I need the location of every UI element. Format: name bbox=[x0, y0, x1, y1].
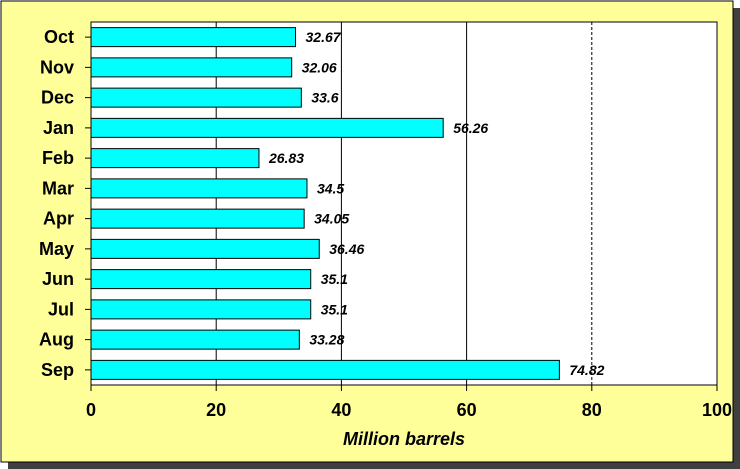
x-tick-label-0: 0 bbox=[86, 400, 96, 420]
value-label-jan: 56.26 bbox=[453, 120, 488, 136]
category-label-feb: Feb bbox=[42, 148, 74, 168]
value-label-oct: 32.67 bbox=[306, 29, 342, 45]
bar-feb bbox=[90, 148, 260, 169]
category-label-jul: Jul bbox=[48, 299, 74, 319]
category-axis: Oct Nov Dec Jan Feb Mar Apr May Jun Jul Aug Sep bbox=[39, 27, 91, 380]
category-label-aug: Aug bbox=[39, 330, 74, 350]
value-label-jul: 35.1 bbox=[321, 301, 348, 317]
x-tick-label-40: 40 bbox=[331, 400, 351, 420]
value-label-dec: 33.6 bbox=[311, 90, 338, 106]
value-label-sep: 74.82 bbox=[569, 362, 604, 378]
category-label-dec: Dec bbox=[41, 88, 74, 108]
bar-jul bbox=[90, 299, 312, 320]
category-label-apr: Apr bbox=[43, 209, 74, 229]
bar-apr bbox=[90, 208, 305, 229]
value-label-aug: 33.28 bbox=[309, 332, 344, 348]
category-label-jan: Jan bbox=[43, 118, 74, 138]
value-label-jun: 35.1 bbox=[321, 271, 348, 287]
x-tick-label-20: 20 bbox=[206, 400, 226, 420]
category-label-jun: Jun bbox=[42, 269, 74, 289]
bar-nov bbox=[90, 57, 293, 78]
bar-sep bbox=[90, 359, 560, 380]
bar-layer bbox=[90, 27, 560, 380]
x-axis-title: Million barrels bbox=[343, 429, 465, 449]
bar-jan bbox=[90, 117, 444, 138]
value-label-mar: 34.5 bbox=[317, 180, 344, 196]
value-label-layer: 32.67 32.06 33.6 56.26 26.83 34.5 34.05 36.46 35… bbox=[268, 29, 605, 378]
bar-mar bbox=[90, 178, 308, 199]
x-tick-label-60: 60 bbox=[457, 400, 477, 420]
bar-may bbox=[90, 238, 320, 259]
value-axis: 0 20 40 60 80 100 bbox=[86, 385, 732, 420]
value-label-may: 36.46 bbox=[329, 241, 364, 257]
value-label-feb: 26.83 bbox=[268, 150, 304, 166]
bar-aug bbox=[90, 329, 300, 350]
category-label-may: May bbox=[39, 239, 74, 259]
category-label-oct: Oct bbox=[44, 27, 74, 47]
category-label-mar: Mar bbox=[42, 178, 74, 198]
category-label-sep: Sep bbox=[41, 360, 74, 380]
grid-layer bbox=[215, 22, 593, 385]
x-tick-label-80: 80 bbox=[582, 400, 602, 420]
bar-oct bbox=[90, 27, 297, 48]
value-label-nov: 32.06 bbox=[302, 59, 337, 75]
plot-area bbox=[90, 21, 718, 386]
bar-jun bbox=[90, 269, 312, 290]
category-label-nov: Nov bbox=[40, 57, 74, 77]
x-tick-label-100: 100 bbox=[702, 400, 732, 420]
value-label-apr: 34.05 bbox=[314, 211, 349, 227]
bar-dec bbox=[90, 87, 302, 108]
